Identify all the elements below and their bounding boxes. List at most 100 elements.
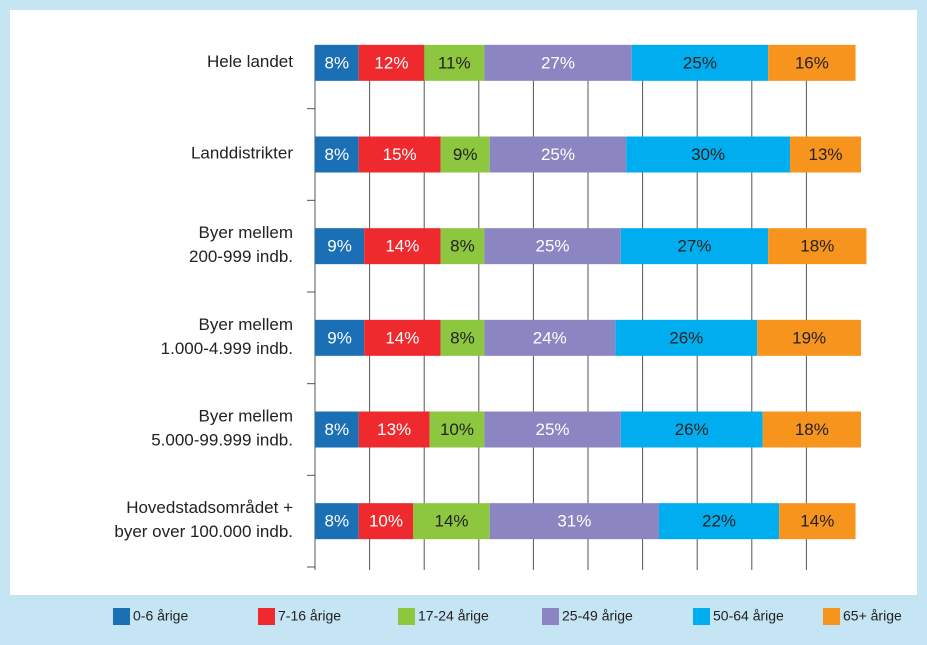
category-label: Byer mellem 5.000-99.999 indb.	[151, 407, 293, 450]
value-label: 31%	[557, 512, 591, 531]
legend-swatch	[258, 608, 275, 625]
bar-segment	[315, 503, 359, 540]
bar-segment	[315, 228, 365, 265]
value-label: 26%	[675, 420, 709, 439]
value-label: 19%	[792, 328, 826, 347]
value-label: 8%	[325, 512, 350, 531]
legend-label: 25-49 årige	[562, 608, 633, 624]
value-label: 8%	[325, 420, 350, 439]
bar-segment	[615, 319, 758, 356]
bar-segment	[424, 44, 485, 81]
bar-segment	[489, 136, 627, 173]
value-label: 24%	[533, 328, 567, 347]
bar-segment	[364, 228, 441, 265]
value-label: 25%	[683, 53, 717, 72]
bar-segment	[768, 44, 856, 81]
bar-segment	[358, 503, 414, 540]
category-label: Byer mellem 200-999 indb.	[189, 224, 293, 267]
value-label: 11%	[438, 53, 471, 72]
legend-swatch	[542, 608, 559, 625]
legend-swatch	[693, 608, 710, 625]
value-label: 15%	[383, 145, 417, 164]
bar-segment	[779, 503, 856, 540]
category-line: 1.000-4.999 indb.	[161, 339, 293, 358]
bar-segment	[620, 411, 763, 448]
bar-segment	[757, 319, 861, 356]
bar-segment	[620, 228, 769, 265]
value-label: 9%	[453, 145, 478, 164]
value-label: 9%	[327, 237, 352, 256]
value-label: 26%	[669, 328, 703, 347]
value-label: 8%	[450, 237, 475, 256]
value-label: 18%	[795, 420, 829, 439]
value-label: 30%	[691, 145, 725, 164]
bar-segment	[315, 411, 359, 448]
bar-segment	[440, 136, 490, 173]
category-line: Hovedstadsområdet +	[126, 499, 293, 518]
bar-segment	[626, 136, 791, 173]
bar-segment	[358, 136, 441, 173]
value-label: 14%	[434, 512, 468, 531]
value-label: 8%	[325, 53, 350, 72]
value-label: 10%	[440, 420, 474, 439]
bar-segment	[484, 228, 621, 265]
legend-label: 7-16 årige	[278, 608, 341, 624]
bar-segment	[790, 136, 861, 173]
bar-segment	[484, 319, 616, 356]
value-label: 16%	[795, 53, 829, 72]
legend-swatch	[113, 608, 130, 625]
category-line: Byer mellem	[199, 315, 293, 334]
value-label: 22%	[702, 512, 736, 531]
legend-label: 0-6 årige	[133, 608, 188, 624]
bar-segment	[358, 411, 430, 448]
value-label: 14%	[800, 512, 834, 531]
category-line: byer over 100.000 indb.	[114, 523, 293, 542]
value-label: 14%	[385, 328, 419, 347]
category-line: 200-999 indb.	[189, 248, 293, 267]
value-label: 25%	[541, 145, 575, 164]
bar-segment	[315, 136, 359, 173]
category-line: Byer mellem	[199, 407, 293, 426]
value-label: 8%	[325, 145, 350, 164]
bar-segment	[440, 319, 485, 356]
category-label: Byer mellem 1.000-4.999 indb.	[161, 315, 293, 358]
value-label: 9%	[327, 328, 352, 347]
value-label: 8%	[450, 328, 475, 347]
bar-segment	[364, 319, 441, 356]
category-label: Landdistrikter	[191, 144, 293, 163]
plot-panel	[10, 10, 917, 595]
value-label: 13%	[377, 420, 411, 439]
bar-segment	[358, 44, 425, 81]
value-label: 10%	[369, 512, 403, 531]
value-label: 13%	[808, 145, 842, 164]
bar-segment	[429, 411, 485, 448]
legend-swatch	[398, 608, 415, 625]
value-label: 25%	[535, 420, 569, 439]
value-label: 18%	[800, 237, 834, 256]
value-label: 25%	[535, 237, 569, 256]
bar-segment	[315, 44, 359, 81]
value-label: 27%	[677, 237, 711, 256]
value-label: 14%	[385, 237, 419, 256]
bar-segment	[768, 228, 867, 265]
value-label: 27%	[541, 53, 575, 72]
category-label: Hele landet	[207, 52, 293, 71]
bar-segment	[484, 44, 632, 81]
category-line: Hele landet	[207, 52, 293, 71]
bar-segment	[315, 319, 365, 356]
bar-segment	[440, 228, 485, 265]
bar-segment	[413, 503, 490, 540]
legend-swatch	[823, 608, 840, 625]
legend-label: 17-24 årige	[418, 608, 489, 624]
category-line: Byer mellem	[199, 224, 293, 243]
legend-label: 50-64 årige	[713, 608, 784, 624]
category-label: Hovedstadsområdet + byer over 100.000 ind…	[114, 499, 293, 542]
category-line: 5.000-99.999 indb.	[151, 431, 293, 450]
bar-segment	[631, 44, 769, 81]
value-label: 12%	[374, 53, 408, 72]
bar-segment	[489, 503, 659, 540]
category-line: Landdistrikter	[191, 144, 293, 163]
legend-label: 65+ årige	[843, 608, 902, 624]
bar-segment	[484, 411, 621, 448]
